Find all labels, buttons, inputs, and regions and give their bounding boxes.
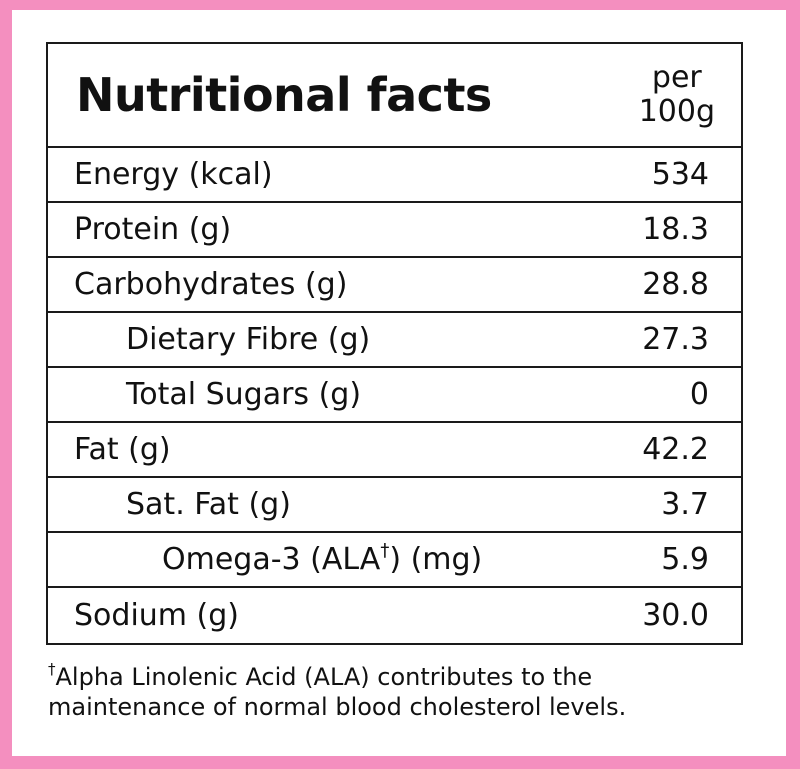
table-row-sat-fat: Sat. Fat (g) 3.7 [48,478,741,533]
table-row-energy: Energy (kcal) 534 [48,148,741,203]
row-label-post: ) (mg) [389,542,483,577]
per-unit-label: per 100g [638,59,715,130]
row-value: 5.9 [661,542,709,577]
row-value: 30.0 [642,598,709,633]
row-label: Carbohydrates (g) [74,267,348,302]
row-label-pre: Omega-3 (ALA [162,542,381,577]
footnote-text-1: Alpha Linolenic Acid (ALA) contributes t… [55,663,593,691]
row-label: Protein (g) [74,212,232,247]
label-card: Nutritional facts per 100g Energy (kcal)… [12,10,786,756]
footnote: †Alpha Linolenic Acid (ALA) contributes … [48,660,627,722]
row-label: Sat. Fat (g) [126,487,291,522]
table-row-omega-3: Omega-3 (ALA†) (mg) 5.9 [48,533,741,588]
row-label: Dietary Fibre (g) [126,322,371,357]
row-label: Fat (g) [74,432,171,467]
row-label: Sodium (g) [74,598,239,633]
table-row-sodium: Sodium (g) 30.0 [48,588,741,643]
row-label: Omega-3 (ALA†) (mg) [74,540,483,577]
row-value: 42.2 [642,432,709,467]
row-value: 534 [651,157,709,192]
footnote-line-1: †Alpha Linolenic Acid (ALA) contributes … [48,660,626,692]
row-value: 27.3 [642,322,709,357]
table-row-fat: Fat (g) 42.2 [48,423,741,478]
table-header: Nutritional facts per 100g [48,44,741,148]
table-title: Nutritional facts [76,68,492,122]
per-line-1: per [651,59,702,95]
table-row-total-sugars: Total Sugars (g) 0 [48,368,741,423]
dagger-mark: † [380,540,390,561]
row-value: 28.8 [642,267,709,302]
row-label: Total Sugars (g) [126,377,362,412]
row-value: 18.3 [642,212,709,247]
footnote-line-2: maintenance of normal blood cholesterol … [48,693,627,721]
footnote-dagger: † [48,660,56,678]
per-line-2: 100g [638,94,715,129]
table-row-protein: Protein (g) 18.3 [48,203,741,258]
row-value: 0 [689,377,709,412]
nutrition-table: Nutritional facts per 100g Energy (kcal)… [46,42,743,645]
table-row-carbohydrates: Carbohydrates (g) 28.8 [48,258,741,313]
table-row-dietary-fibre: Dietary Fibre (g) 27.3 [48,313,741,368]
row-label: Energy (kcal) [74,157,273,192]
row-value: 3.7 [661,487,709,522]
